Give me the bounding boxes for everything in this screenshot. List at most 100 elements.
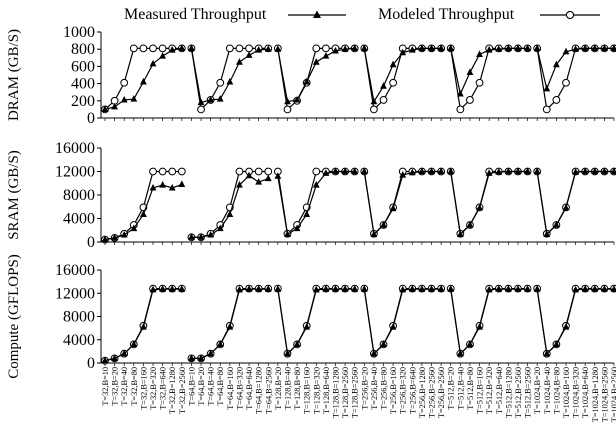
data-point-measured bbox=[485, 169, 493, 176]
x-tick-label: T=512,B=320 bbox=[485, 367, 494, 414]
data-point-modeled bbox=[562, 78, 570, 87]
x-tick-label: T=256,B=80 bbox=[380, 367, 389, 410]
data-point-measured bbox=[188, 44, 195, 51]
data-point-measured bbox=[178, 180, 186, 188]
data-point-measured bbox=[533, 285, 541, 292]
data-point-measured bbox=[216, 340, 224, 347]
compute-panel: 0 4000 8000 12000 16000 Compute (GFLOPS) bbox=[6, 254, 616, 379]
legend-modeled-marker bbox=[540, 10, 600, 20]
data-point-measured bbox=[341, 167, 349, 175]
y-axis-title: Compute (GFLOPS) bbox=[6, 254, 22, 379]
legend: Measured Throughput Modeled Throughput bbox=[124, 6, 600, 23]
data-point-measured bbox=[140, 210, 147, 217]
series-line bbox=[450, 170, 528, 235]
data-point-measured bbox=[255, 46, 263, 53]
data-point-measured bbox=[408, 168, 416, 176]
y-tick-label: 12000 bbox=[55, 164, 95, 181]
data-point-measured bbox=[600, 167, 608, 175]
series-line bbox=[363, 47, 442, 111]
data-point-measured bbox=[293, 340, 301, 347]
data-point-measured bbox=[572, 45, 579, 52]
data-point-measured bbox=[236, 58, 243, 65]
series-line bbox=[277, 288, 355, 355]
data-point-measured bbox=[543, 84, 551, 92]
series-line bbox=[277, 47, 355, 111]
data-point-measured bbox=[476, 203, 483, 211]
data-point-measured bbox=[524, 285, 531, 292]
data-point-measured bbox=[245, 285, 253, 292]
x-tick-label: T=256,B=2560 bbox=[437, 367, 446, 418]
data-point-measured bbox=[572, 168, 579, 175]
data-point-modeled bbox=[552, 96, 561, 104]
data-point-measured bbox=[562, 47, 570, 55]
data-point-measured bbox=[188, 233, 195, 240]
data-point-modeled bbox=[149, 44, 157, 53]
series-line bbox=[450, 47, 528, 96]
series-line bbox=[277, 288, 355, 355]
data-point-measured bbox=[360, 44, 368, 51]
data-point-measured bbox=[341, 45, 349, 52]
x-tick-label: T=32,B=80 bbox=[130, 367, 139, 406]
data-point-measured bbox=[178, 285, 186, 292]
y-axis-title: DRAM (GB/S) bbox=[6, 29, 22, 121]
y-tick-label: 600 bbox=[71, 58, 95, 75]
series-line bbox=[363, 170, 442, 236]
y-tick-label: 16000 bbox=[55, 262, 95, 279]
data-point-modeled bbox=[158, 44, 167, 53]
data-point-modeled bbox=[254, 167, 263, 176]
data-point-measured bbox=[168, 46, 176, 53]
x-tick-label: T=32,B=640 bbox=[159, 367, 168, 410]
data-point-measured bbox=[293, 224, 301, 232]
data-point-measured bbox=[207, 95, 215, 103]
data-point-measured bbox=[562, 203, 570, 211]
series-line bbox=[536, 288, 614, 355]
data-point-measured bbox=[524, 167, 531, 175]
data-point-measured bbox=[418, 285, 426, 292]
x-tick-label: T=128,B=160 bbox=[303, 367, 312, 414]
x-tick-label: T=128,B=320 bbox=[312, 367, 321, 414]
x-tick-label: T=1024,B=1280 bbox=[591, 367, 600, 422]
data-point-measured bbox=[159, 52, 167, 59]
x-tick-label: T=64,B=640 bbox=[245, 367, 254, 410]
y-axis-title: SRAM (GB/S) bbox=[6, 150, 22, 240]
data-point-measured bbox=[111, 354, 119, 361]
data-point-measured bbox=[524, 44, 531, 51]
data-point-measured bbox=[130, 95, 138, 102]
data-point-measured bbox=[284, 349, 291, 357]
data-point-measured bbox=[437, 285, 445, 292]
data-point-measured bbox=[312, 58, 320, 65]
data-point-modeled bbox=[283, 105, 292, 114]
data-point-measured bbox=[600, 44, 608, 51]
data-point-measured bbox=[140, 322, 147, 330]
data-point-measured bbox=[543, 230, 551, 237]
x-tick-label: T=64,B=40 bbox=[207, 367, 216, 406]
data-point-measured bbox=[485, 285, 493, 293]
data-point-measured bbox=[264, 174, 272, 182]
x-tick-label: T=256,B=1280 bbox=[418, 367, 427, 418]
data-point-modeled bbox=[197, 105, 205, 114]
series-line bbox=[277, 170, 355, 236]
data-point-modeled bbox=[235, 167, 244, 176]
data-point-modeled bbox=[475, 78, 484, 87]
series-measured bbox=[101, 167, 616, 243]
data-point-measured bbox=[447, 167, 455, 175]
data-point-measured bbox=[504, 167, 512, 175]
x-axis-tick-labels: T=32,B=10 T=32,B=20 T=32,B=40 T=32,B=80 T=32… bbox=[101, 367, 616, 422]
data-point-measured bbox=[101, 356, 109, 364]
data-point-measured bbox=[168, 285, 176, 292]
data-point-measured bbox=[274, 45, 282, 52]
x-tick-label: T=256,B=20 bbox=[360, 367, 369, 410]
data-point-measured bbox=[591, 167, 599, 175]
data-point-measured bbox=[428, 44, 435, 51]
data-point-measured bbox=[332, 285, 339, 292]
y-tick-label: 16000 bbox=[55, 140, 95, 157]
data-point-measured bbox=[245, 51, 253, 58]
data-point-measured bbox=[120, 95, 128, 103]
data-point-measured bbox=[428, 167, 435, 175]
x-tick-label: T=512,B=2560 bbox=[524, 367, 533, 418]
data-point-modeled bbox=[466, 96, 474, 104]
x-tick-label: T=1024,B=2560 bbox=[610, 367, 616, 422]
x-tick-label: T=32,B=20 bbox=[111, 367, 120, 406]
series-line bbox=[190, 48, 269, 104]
